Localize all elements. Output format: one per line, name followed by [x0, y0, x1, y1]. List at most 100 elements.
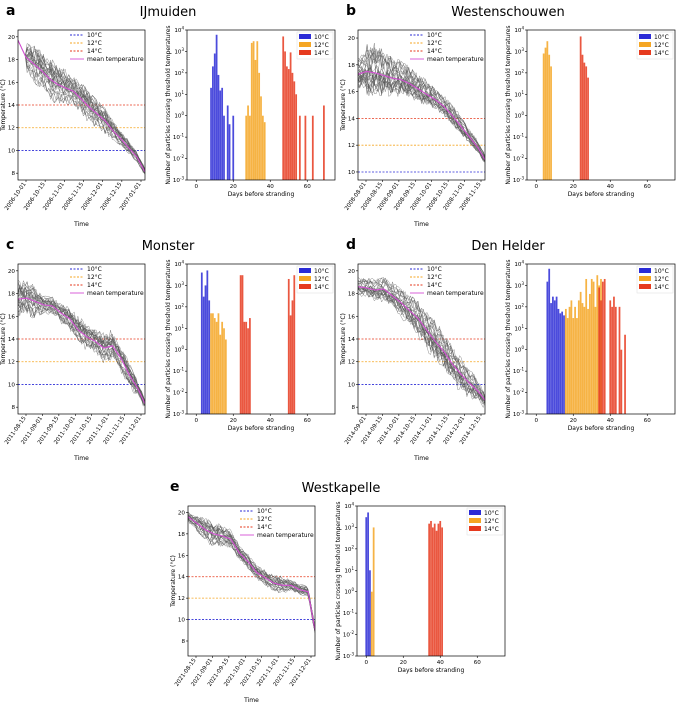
tick-exponent: -3 — [180, 410, 184, 415]
bar-12C — [370, 591, 373, 656]
axes-frame — [186, 29, 336, 181]
y-tick-label: 104 — [514, 26, 524, 35]
bar-14C — [293, 81, 296, 180]
particle-trajectory — [188, 514, 315, 630]
bar-12C — [574, 306, 576, 414]
x-tick-label: 20 — [570, 418, 578, 424]
y-tick-label: 20 — [348, 269, 356, 275]
x-tick-label: 40 — [607, 418, 615, 424]
bar-14C — [601, 281, 604, 414]
bar-12C — [570, 300, 573, 414]
legend-label: mean temperature — [427, 56, 484, 63]
y-tick-label: 10 — [8, 382, 16, 388]
legend-swatch — [299, 50, 311, 55]
x-tick-label: 0 — [534, 418, 538, 424]
y-tick-label: 16 — [348, 314, 356, 320]
plot-area — [358, 43, 485, 173]
legend-label: 10°C — [87, 32, 102, 39]
particle-trajectory — [358, 63, 485, 161]
particle-trajectory — [18, 300, 145, 406]
y-tick-label: 14 — [8, 103, 16, 109]
y-tick-label: 101 — [514, 90, 524, 99]
tick-exponent: -1 — [520, 133, 524, 138]
legend-label: 12°C — [654, 276, 669, 283]
bar-10C — [550, 303, 552, 414]
legend-swatch — [639, 34, 651, 39]
legend-swatch — [299, 42, 311, 47]
particle-trajectory — [18, 299, 145, 405]
y-tick-label: 100 — [174, 345, 184, 354]
particle-trajectory — [188, 519, 315, 632]
y-tick-label: 10-3 — [343, 652, 355, 661]
bar-10C — [212, 66, 214, 180]
bar-14C — [441, 527, 443, 656]
tick-exponent: -2 — [350, 630, 354, 635]
y-tick-label: 20 — [8, 35, 16, 41]
plot-area — [18, 39, 145, 175]
bar-14C — [609, 300, 612, 414]
legend-label: 14°C — [427, 282, 442, 289]
particle-trajectory — [18, 40, 145, 171]
bar-14C — [614, 306, 617, 414]
x-tick-label: 60 — [644, 418, 652, 424]
bar-14C — [428, 523, 431, 656]
bar-12C — [254, 59, 257, 180]
y-tick-label: 8 — [351, 405, 355, 411]
particle-trajectory — [18, 303, 145, 406]
bar-14C — [620, 349, 623, 414]
temperature-plot-a: 81012141618202006-10-012006-10-152006-11… — [0, 29, 146, 228]
particle-trajectory — [18, 306, 145, 407]
bar-12C — [568, 306, 571, 414]
particle-trajectory — [18, 301, 145, 406]
bar-10C — [226, 105, 229, 180]
y-tick-label: 102 — [514, 302, 524, 311]
legend-label: 12°C — [484, 518, 499, 525]
particle-trajectory — [358, 281, 485, 401]
tick-exponent: 2 — [181, 68, 184, 73]
legend-label: 12°C — [654, 42, 669, 49]
bar-12C — [566, 318, 569, 414]
bar-10C — [552, 296, 554, 414]
bar-12C — [217, 313, 220, 414]
bar-12C — [542, 53, 545, 180]
y-tick-label: 8 — [11, 171, 15, 177]
x-axis-label: Time — [243, 697, 259, 704]
y-tick-label: 102 — [174, 68, 184, 77]
bar-10C — [204, 285, 207, 414]
y-tick-label: 10 — [178, 618, 186, 624]
legend-swatch — [639, 268, 651, 273]
bar-14C — [249, 318, 251, 414]
axes-frame — [526, 263, 676, 415]
y-axis-label: Temperature (°C) — [340, 313, 347, 366]
bar-10C — [221, 87, 224, 180]
bar-12C — [245, 115, 248, 180]
bar-12C — [263, 122, 266, 180]
y-tick-label: 10-2 — [513, 388, 525, 397]
y-axis-label: Number of particles crossing threshold t… — [505, 25, 512, 184]
bar-14C — [291, 300, 294, 414]
bar-14C — [585, 66, 588, 180]
particle-trajectory — [358, 81, 485, 162]
bar-10C — [210, 87, 212, 180]
bar-10C — [213, 53, 216, 180]
particle-trajectory — [358, 287, 485, 402]
mean-temperature-line — [358, 70, 485, 161]
bar-14C — [298, 115, 301, 180]
y-tick-label: 14 — [348, 116, 356, 122]
bar-14C — [437, 523, 440, 656]
y-tick-label: 18 — [348, 292, 356, 298]
x-tick-label: 0 — [534, 184, 538, 190]
x-axis-label: Time — [413, 221, 429, 228]
temperature-plot-e: 81012141618202021-08-152021-09-012021-09… — [170, 505, 316, 704]
tick-exponent: 0 — [351, 587, 354, 592]
legend-label: 14°C — [257, 524, 272, 531]
x-tick-label: 40 — [437, 660, 445, 666]
bar-12C — [544, 47, 547, 181]
tick-exponent: -3 — [520, 410, 524, 415]
legend-label: 10°C — [87, 266, 102, 273]
legend-label: 12°C — [87, 40, 102, 47]
y-tick-label: 10-1 — [343, 609, 355, 618]
y-tick-label: 20 — [348, 36, 356, 42]
particle-trajectory — [358, 43, 485, 158]
